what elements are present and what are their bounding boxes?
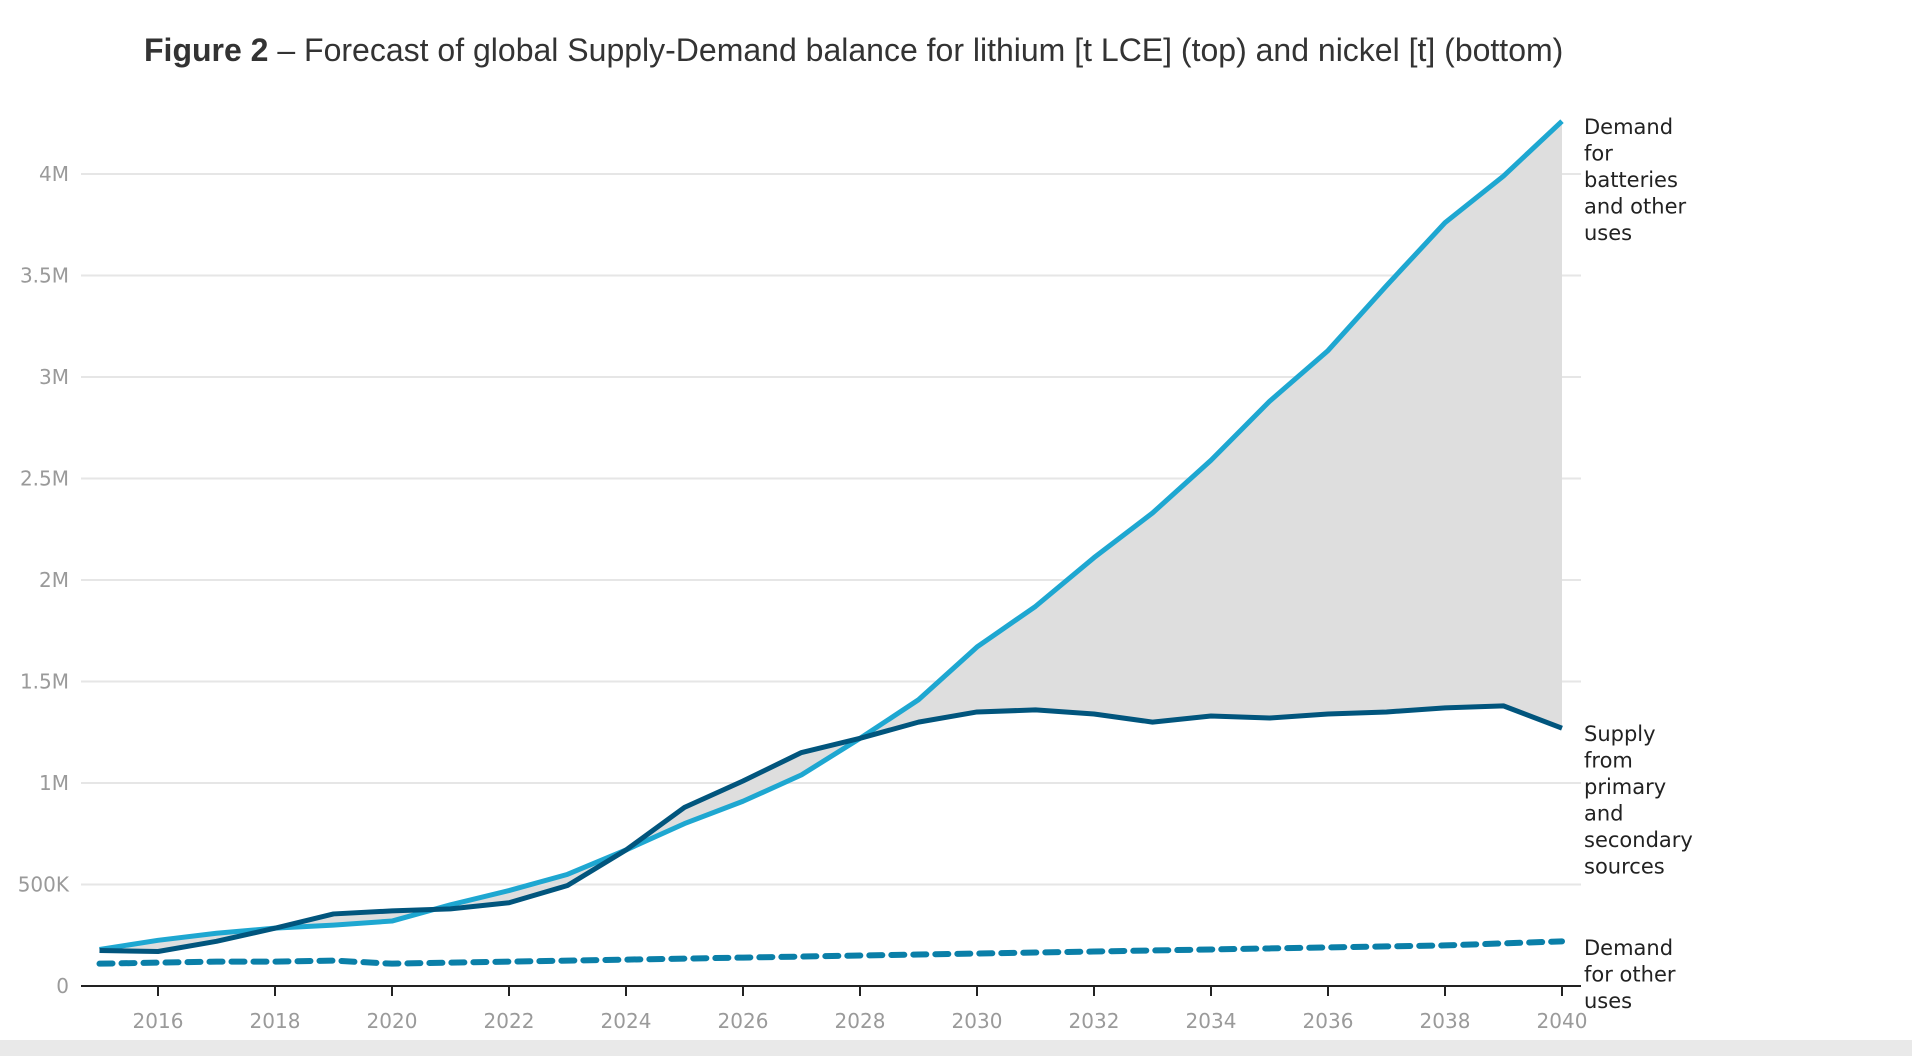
x-tick-label: 2028 xyxy=(835,1009,886,1033)
series-line-demand-for-other-uses xyxy=(96,938,1565,967)
series-line-supply-from-primary-and-secondary-sources xyxy=(99,703,1563,954)
chart-title-figure-number: Figure 2 xyxy=(144,32,269,68)
chart-title-text: – Forecast of global Supply-Demand balan… xyxy=(268,32,1564,68)
series-lines xyxy=(96,119,1565,967)
y-tick-label: 4M xyxy=(39,162,69,186)
series-labels: Demand for batteries and other uses Supply fro… xyxy=(1584,115,1693,1013)
x-tick-label: 2032 xyxy=(1069,1009,1120,1033)
y-tick-label: 1.5M xyxy=(20,670,69,694)
y-tick-label: 1M xyxy=(39,771,69,795)
x-tick-label: 2022 xyxy=(484,1009,535,1033)
series-label: Demand for other uses xyxy=(1584,936,1676,1013)
series-label: Demand for batteries and other uses xyxy=(1584,115,1686,245)
chart-title: Figure 2 – Forecast of global Supply-Dem… xyxy=(144,32,1563,69)
x-tick-label: 2038 xyxy=(1420,1009,1471,1033)
supply-demand-gap-area xyxy=(99,121,1562,952)
footer-bar xyxy=(0,1040,1912,1056)
x-tick-label: 2030 xyxy=(952,1009,1003,1033)
series-label: Supply from primary and secondary sources xyxy=(1584,722,1693,879)
series-line-demand-for-batteries-and-other-uses xyxy=(99,119,1564,952)
x-tick-label: 2026 xyxy=(718,1009,769,1033)
gap-fill xyxy=(99,121,1562,952)
x-axis: 2016 2018 2020 2022 2024 2026 2028 2030 2032 2034… xyxy=(81,985,1588,1033)
x-tick-label: 2036 xyxy=(1303,1009,1354,1033)
x-tick-label: 2020 xyxy=(367,1009,418,1033)
x-tick-label: 2018 xyxy=(250,1009,301,1033)
x-tick-label: 2016 xyxy=(133,1009,184,1033)
y-tick-label: 0 xyxy=(56,974,69,998)
x-tick-label: 2034 xyxy=(1186,1009,1237,1033)
x-tick-label: 2040 xyxy=(1537,1009,1588,1033)
y-tick-label: 3.5M xyxy=(20,264,69,288)
y-tick-label: 2.5M xyxy=(20,467,69,491)
y-tick-label: 2M xyxy=(39,568,69,592)
y-tick-label: 500K xyxy=(18,873,70,897)
y-tick-label: 3M xyxy=(39,365,69,389)
y-axis-tick-labels: 0 500K 1M 1.5M 2M 2.5M 3M 3.5M 4M xyxy=(18,162,70,998)
x-tick-label: 2024 xyxy=(601,1009,652,1033)
